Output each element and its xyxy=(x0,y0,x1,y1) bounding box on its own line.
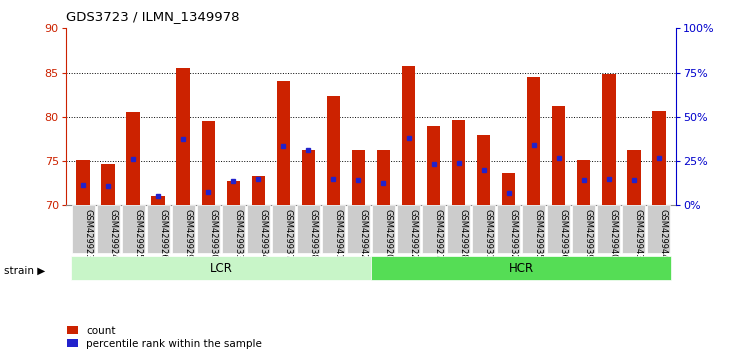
Text: GDS3723 / ILMN_1349978: GDS3723 / ILMN_1349978 xyxy=(66,10,239,23)
Bar xyxy=(376,149,390,205)
FancyBboxPatch shape xyxy=(322,205,345,253)
Text: GSM429932: GSM429932 xyxy=(509,209,518,260)
Legend: count, percentile rank within the sample: count, percentile rank within the sample xyxy=(67,326,262,349)
Text: GSM429941: GSM429941 xyxy=(333,209,342,259)
Bar xyxy=(227,181,240,205)
Text: GSM429928: GSM429928 xyxy=(458,209,468,260)
FancyBboxPatch shape xyxy=(523,205,545,253)
Bar xyxy=(276,81,290,205)
Text: GSM429931: GSM429931 xyxy=(483,209,493,260)
FancyBboxPatch shape xyxy=(423,205,444,253)
Bar xyxy=(477,135,491,205)
Bar xyxy=(401,66,415,205)
Text: GSM429923: GSM429923 xyxy=(83,209,92,260)
Bar xyxy=(427,126,440,205)
Text: LCR: LCR xyxy=(210,262,232,275)
Text: GSM429939: GSM429939 xyxy=(583,209,593,260)
Bar xyxy=(77,160,90,205)
Bar xyxy=(577,160,591,205)
FancyBboxPatch shape xyxy=(72,205,94,253)
FancyBboxPatch shape xyxy=(447,205,470,253)
Text: GSM429933: GSM429933 xyxy=(233,209,243,260)
FancyBboxPatch shape xyxy=(371,256,671,280)
FancyBboxPatch shape xyxy=(347,205,370,253)
FancyBboxPatch shape xyxy=(472,205,495,253)
Text: GSM429927: GSM429927 xyxy=(433,209,442,260)
Text: GSM429924: GSM429924 xyxy=(108,209,117,259)
Bar xyxy=(452,120,466,205)
FancyBboxPatch shape xyxy=(597,205,620,253)
FancyBboxPatch shape xyxy=(572,205,595,253)
Text: GSM429937: GSM429937 xyxy=(284,209,292,260)
Text: GSM429922: GSM429922 xyxy=(409,209,417,259)
Text: GSM429926: GSM429926 xyxy=(159,209,167,260)
Text: GSM429935: GSM429935 xyxy=(534,209,542,260)
Bar xyxy=(626,150,640,205)
Bar xyxy=(176,68,190,205)
Bar xyxy=(652,110,665,205)
Bar xyxy=(552,106,566,205)
Text: GSM429942: GSM429942 xyxy=(358,209,368,259)
Text: GSM429925: GSM429925 xyxy=(133,209,143,259)
Text: GSM429938: GSM429938 xyxy=(308,209,317,260)
Bar xyxy=(527,77,540,205)
FancyBboxPatch shape xyxy=(298,205,319,253)
Text: GSM429930: GSM429930 xyxy=(208,209,217,260)
Bar xyxy=(126,112,140,205)
FancyBboxPatch shape xyxy=(497,205,520,253)
Text: GSM429934: GSM429934 xyxy=(259,209,268,260)
Bar xyxy=(151,195,165,205)
Bar xyxy=(327,96,341,205)
FancyBboxPatch shape xyxy=(122,205,145,253)
FancyBboxPatch shape xyxy=(272,205,295,253)
Bar xyxy=(602,74,616,205)
FancyBboxPatch shape xyxy=(247,205,270,253)
Bar xyxy=(251,176,265,205)
FancyBboxPatch shape xyxy=(197,205,219,253)
FancyBboxPatch shape xyxy=(397,205,420,253)
Text: GSM429936: GSM429936 xyxy=(558,209,567,260)
Text: GSM429920: GSM429920 xyxy=(384,209,393,259)
FancyBboxPatch shape xyxy=(147,205,170,253)
Bar xyxy=(102,164,115,205)
FancyBboxPatch shape xyxy=(548,205,570,253)
Bar xyxy=(352,149,366,205)
Bar xyxy=(302,150,315,205)
Text: GSM429943: GSM429943 xyxy=(634,209,643,260)
FancyBboxPatch shape xyxy=(622,205,645,253)
Text: GSM429944: GSM429944 xyxy=(659,209,667,259)
FancyBboxPatch shape xyxy=(648,205,670,253)
Bar xyxy=(202,121,215,205)
FancyBboxPatch shape xyxy=(172,205,194,253)
FancyBboxPatch shape xyxy=(372,205,395,253)
FancyBboxPatch shape xyxy=(222,205,245,253)
FancyBboxPatch shape xyxy=(97,205,120,253)
Text: GSM429929: GSM429929 xyxy=(183,209,192,259)
Text: HCR: HCR xyxy=(509,262,534,275)
Text: GSM429940: GSM429940 xyxy=(609,209,618,259)
FancyBboxPatch shape xyxy=(71,256,371,280)
Bar xyxy=(501,173,515,205)
Text: strain ▶: strain ▶ xyxy=(4,266,45,276)
